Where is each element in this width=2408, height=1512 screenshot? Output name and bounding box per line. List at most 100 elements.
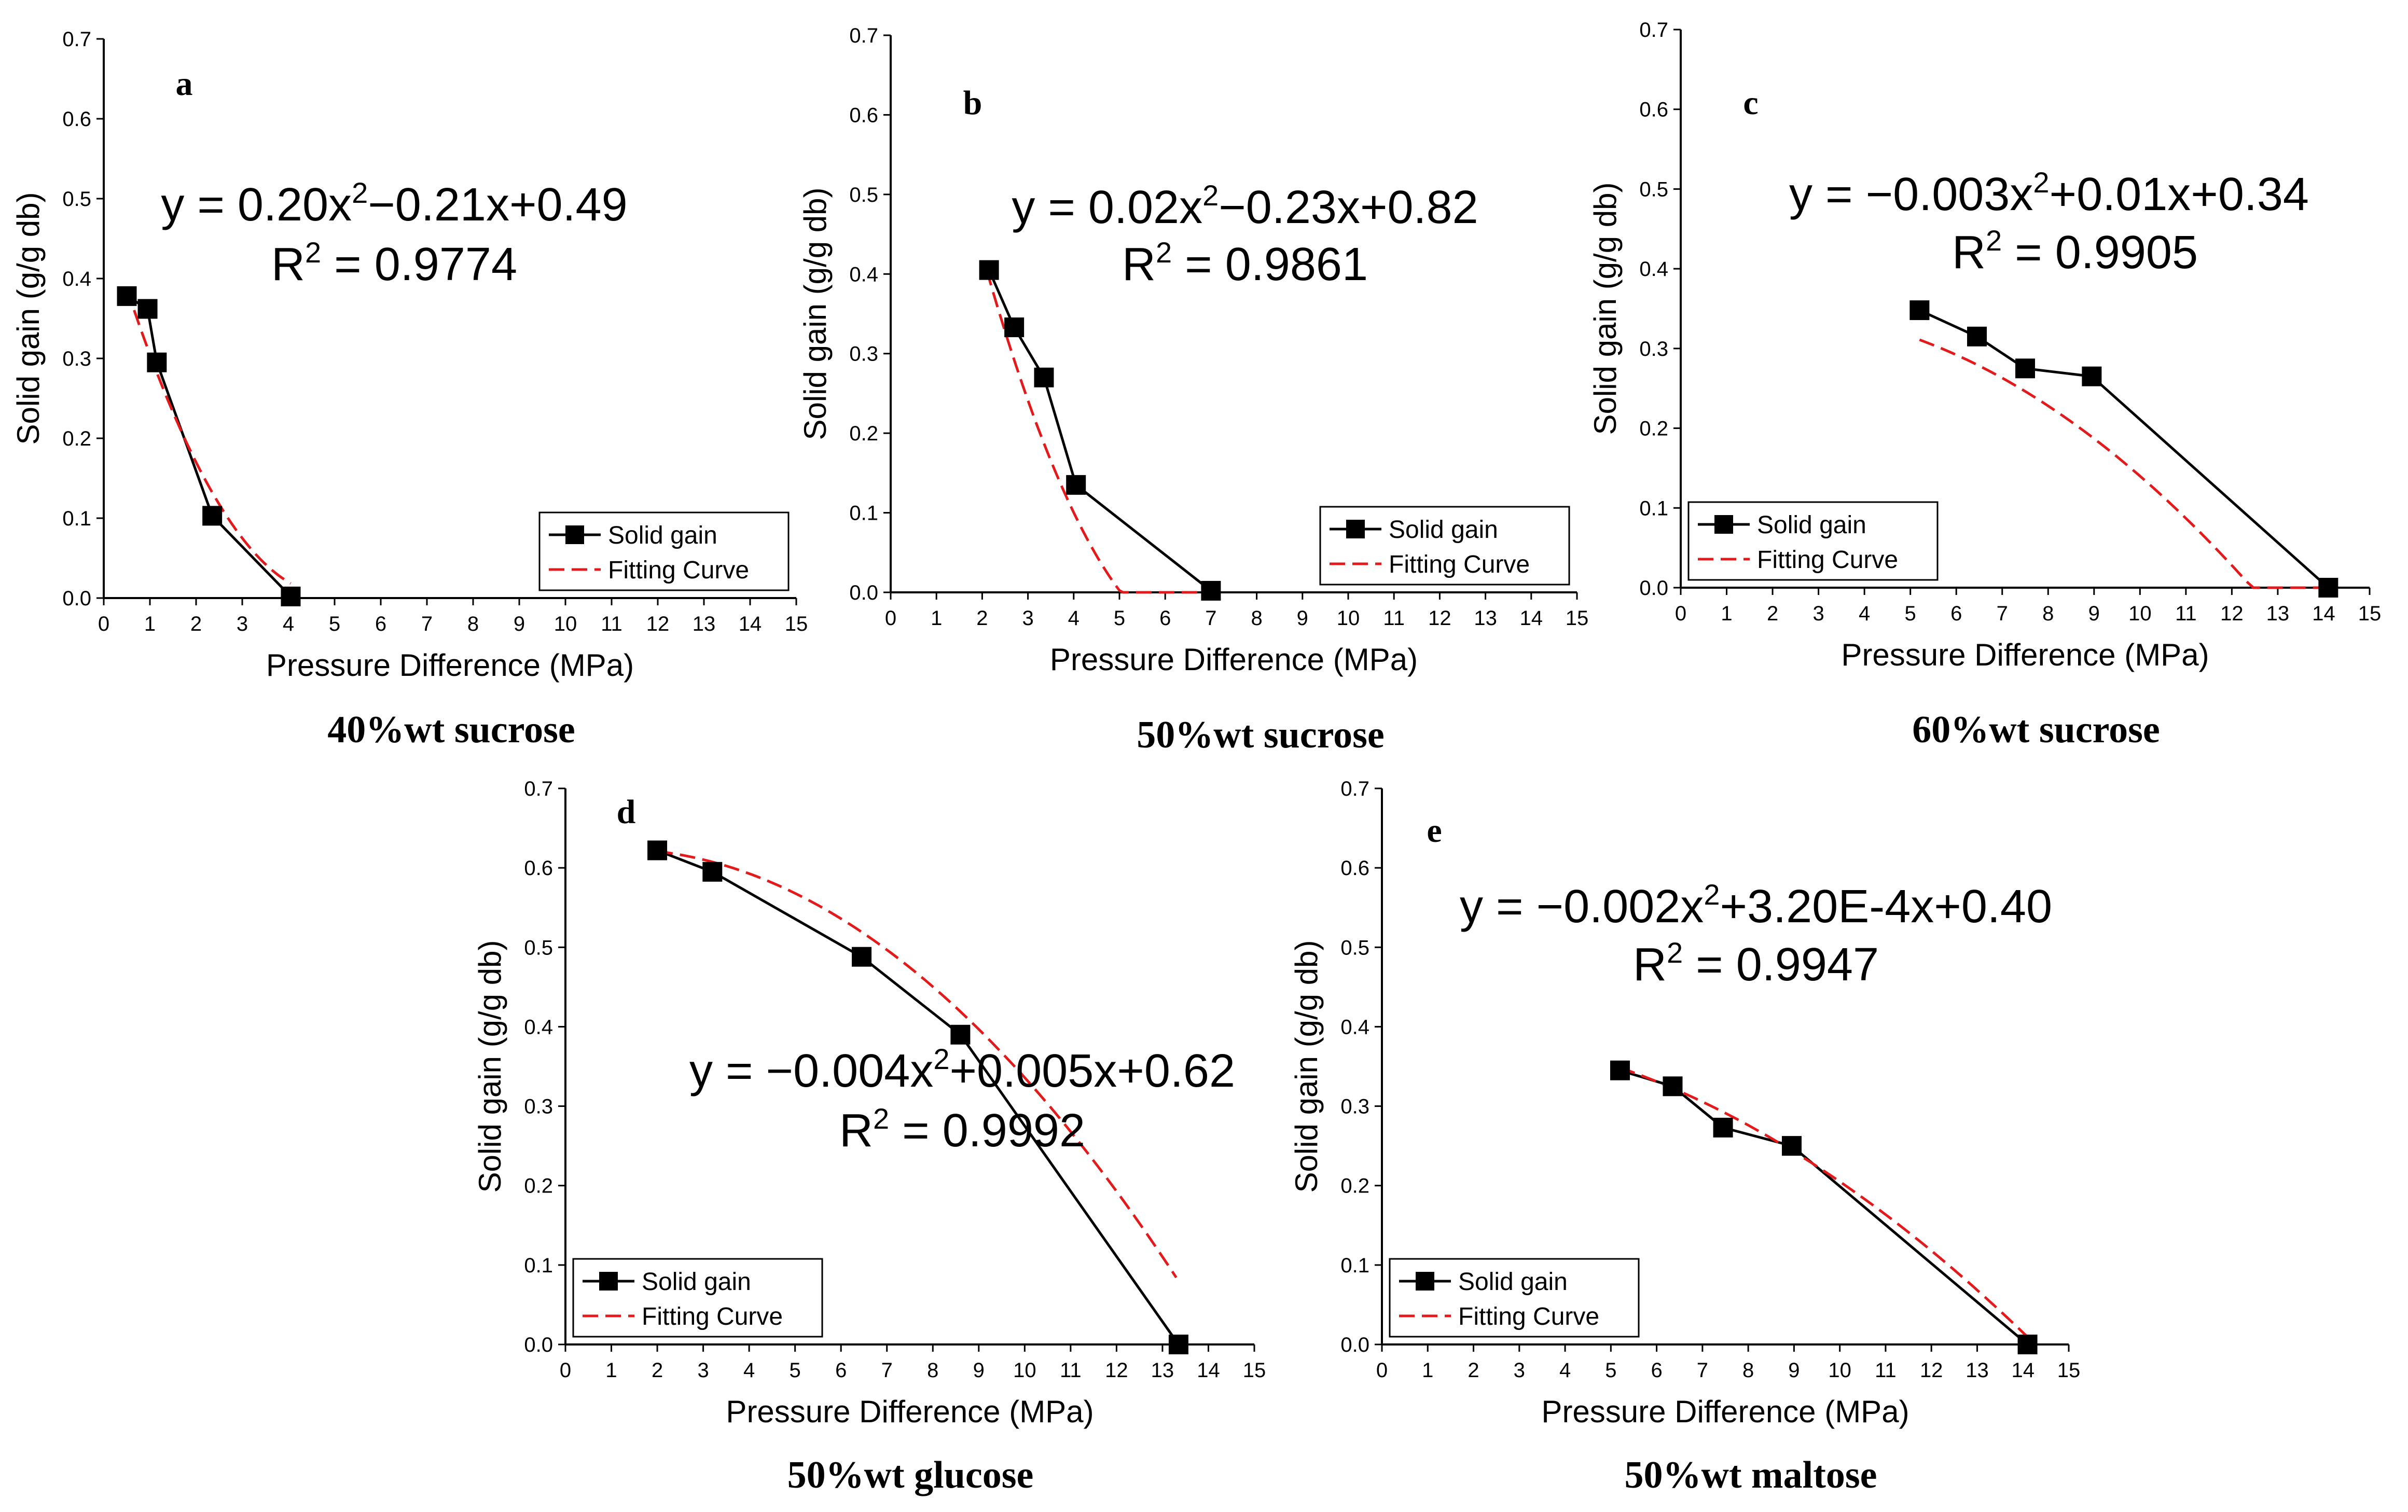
panel-letter: c [1743,84,1758,122]
y-tick-label: 0.5 [62,188,91,211]
x-axis-label: Pressure Difference (MPa) [1050,642,1418,677]
y-tick-label: 0.1 [1340,1254,1369,1277]
r-squared-value: = 0.9905 [2002,227,2198,279]
fit-curve [1620,1066,2029,1338]
panel-caption: 60%wt sucrose [1912,709,2160,751]
panel-caption: 50%wt maltose [1624,1454,1877,1496]
y-tick-label: 0.3 [1340,1095,1369,1118]
data-point [852,947,872,967]
panel-caption: 50%wt sucrose [1137,714,1385,756]
panel-caption: 40%wt sucrose [327,709,575,751]
r-squared-exponent: 2 [1156,236,1172,269]
y-tick-label: 0.7 [62,28,91,51]
x-tick-label: 2 [652,1359,663,1382]
x-tick-label: 6 [1950,602,1962,625]
legend-series-marker [1714,515,1733,534]
y-tick-label: 0.0 [1639,577,1668,600]
y-tick-label: 0.3 [1639,338,1668,360]
y-tick-label: 0.6 [1639,99,1668,121]
data-point [2318,578,2338,598]
y-tick-label: 0.0 [1340,1334,1369,1356]
panel-letter: b [963,84,982,122]
x-tick-label: 9 [514,613,525,635]
x-tick-label: 10 [1337,607,1360,630]
x-tick-label: 9 [1297,607,1308,630]
y-tick-label: 0.7 [849,24,878,47]
x-tick-label: 0 [1376,1359,1388,1382]
fit-equation-suffix: +0.005x+0.62 [950,1045,1236,1097]
fit-equation: y = 0.20x2−0.21x+0.49 [161,176,627,231]
x-tick-label: 0 [560,1359,571,1382]
x-tick-label: 11 [1060,1359,1082,1382]
legend-series-label: Solid gain [1389,516,1498,544]
y-tick-label: 0.3 [524,1095,553,1118]
x-tick-label: 10 [2128,602,2152,625]
y-axis-label: Solid gain (g/g db) [1289,940,1324,1193]
y-tick-label: 0.6 [524,857,553,880]
r-squared-exponent: 2 [873,1102,889,1135]
x-tick-label: 8 [1742,1359,1754,1382]
x-tick-label: 4 [1859,602,1870,625]
data-point [147,352,167,372]
legend: Solid gain Fitting Curve [1319,506,1570,586]
x-tick-label: 6 [835,1359,847,1382]
legend-series-marker [1346,520,1365,538]
x-tick-label: 11 [601,613,622,635]
data-point [202,506,223,526]
y-tick-label: 0.1 [849,502,878,525]
r-squared: R2 = 0.9774 [271,236,517,290]
fit-equation-exponent: 2 [352,176,368,209]
x-tick-label: 12 [1428,607,1451,630]
x-tick-label: 3 [1812,602,1824,625]
x-tick-label: 10 [554,613,577,635]
data-point [2015,358,2035,379]
x-axis-label: Pressure Difference (MPa) [726,1394,1094,1429]
x-tick-label: 10 [1013,1359,1036,1382]
fit-equation-prefix: y = −0.002x [1460,881,1704,933]
x-tick-label: 15 [2057,1359,2081,1382]
r-squared-value: = 0.9947 [1683,939,1879,991]
chart-panel-a: 0 1 2 3 4 5 6 7 8 9 10 11 12 13 14 150.00.10.20.30.40.5… [11,28,808,751]
x-tick-label: 8 [2042,602,2054,625]
data-point [979,260,999,280]
legend-series-label: Solid gain [608,522,717,549]
legend: Solid gain Fitting Curve [538,511,790,591]
r-squared-prefix: R [1952,227,1986,279]
x-tick-label: 0 [885,607,896,630]
data-point [1034,367,1054,387]
x-tick-label: 2 [1468,1359,1479,1382]
y-tick-label: 0.4 [849,263,878,286]
x-tick-label: 1 [931,607,942,630]
legend-fit-label: Fitting Curve [608,557,749,584]
data-point [1909,300,1930,321]
y-tick-label: 0.4 [62,268,91,290]
fit-equation-exponent: 2 [933,1043,949,1075]
x-tick-label: 7 [1697,1359,1708,1382]
x-tick-label: 7 [421,613,433,635]
x-tick-label: 11 [1383,607,1405,630]
chart-panel-c: 0 1 2 3 4 5 6 7 8 9 10 11 12 13 14 150.00.10.20.30.40.5… [1588,19,2381,751]
x-tick-label: 13 [1474,607,1497,630]
y-tick-label: 0.2 [1340,1175,1369,1198]
r-squared-prefix: R [839,1105,873,1157]
legend-fit-label: Fitting Curve [1458,1303,1599,1330]
fit-equation: y = −0.003x2+0.01x+0.34 [1789,166,2309,220]
x-tick-label: 1 [1721,602,1732,625]
x-tick-label: 0 [98,613,109,635]
x-tick-label: 14 [1520,607,1543,630]
x-tick-label: 6 [1159,607,1171,630]
x-tick-label: 12 [1920,1359,1943,1382]
x-tick-label: 11 [1875,1359,1897,1382]
r-squared: R2 = 0.9992 [839,1102,1085,1157]
panel-letter: d [617,793,636,831]
x-tick-label: 3 [697,1359,709,1382]
chart-panel-b: 0 1 2 3 4 5 6 7 8 9 10 11 12 13 14 150.00.10.20.30.40.5… [798,24,1588,756]
x-tick-label: 12 [2220,602,2244,625]
x-tick-label: 0 [1675,602,1686,625]
y-tick-label: 0.5 [1639,178,1668,201]
fit-equation-suffix: +3.20E-4x+0.40 [1720,881,2053,933]
x-axis-label: Pressure Difference (MPa) [1841,637,2209,672]
x-tick-label: 9 [1788,1359,1800,1382]
y-axis-label: Solid gain (g/g db) [1588,183,1623,435]
x-tick-label: 4 [283,613,294,635]
